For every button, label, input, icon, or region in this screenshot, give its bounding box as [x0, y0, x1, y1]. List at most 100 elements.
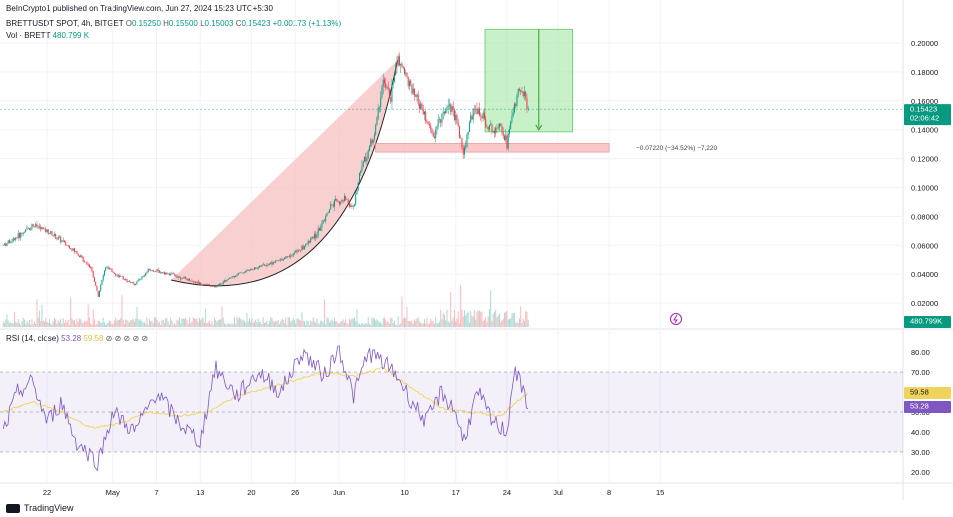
- candle-body: [336, 198, 338, 202]
- candle-body: [220, 283, 222, 286]
- volume-bar: [352, 318, 354, 327]
- time-tick-label: 17: [452, 488, 460, 497]
- candle-body: [400, 63, 402, 66]
- volume-bar: [477, 310, 479, 327]
- volume-bar: [423, 318, 425, 327]
- volume-bar: [515, 322, 517, 327]
- volume-bar: [187, 323, 189, 327]
- volume-bar: [253, 321, 255, 327]
- volume-bar: [198, 317, 200, 327]
- candle-body: [416, 94, 418, 97]
- volume-bar: [331, 319, 333, 327]
- candle-body: [280, 259, 282, 260]
- volume-bar: [232, 324, 234, 327]
- candle-body: [252, 269, 254, 271]
- volume-bar: [205, 308, 207, 327]
- volume-bar: [432, 321, 434, 327]
- volume-bar: [200, 320, 202, 327]
- volume-bar: [522, 318, 524, 327]
- candle-body: [176, 276, 178, 278]
- candle-body: [330, 204, 332, 210]
- volume-bar: [177, 320, 179, 327]
- candle-body: [20, 232, 22, 238]
- visibility-icons[interactable]: ⊘ ⊘ ⊘ ⊘ ⊘: [105, 334, 149, 343]
- candle-body: [196, 281, 198, 283]
- volume-bar: [40, 320, 42, 327]
- candle-body: [113, 272, 115, 275]
- volume-bar: [282, 319, 284, 327]
- candle-body: [185, 276, 187, 279]
- candle-body: [136, 281, 138, 284]
- volume-label[interactable]: Vol · BRETT: [6, 31, 51, 40]
- candle-body: [471, 115, 473, 120]
- volume-bar: [88, 317, 90, 327]
- volume-bar: [365, 322, 367, 327]
- candle-body: [268, 263, 270, 265]
- candle-body: [38, 226, 40, 228]
- volume-bar: [456, 318, 458, 327]
- volume-bar: [5, 319, 7, 327]
- volume-bar: [101, 322, 103, 327]
- candle-body: [241, 272, 243, 274]
- lightning-icon[interactable]: [670, 313, 682, 325]
- candle-body: [337, 201, 339, 203]
- volume-bar: [36, 299, 38, 327]
- candle-body: [102, 275, 104, 281]
- volume-bar: [247, 321, 249, 327]
- candle-body: [391, 84, 393, 102]
- volume-bar: [48, 319, 50, 327]
- candle-body: [107, 267, 109, 269]
- volume-bar: [392, 323, 394, 327]
- candle-body: [378, 106, 380, 108]
- candle-body: [161, 272, 163, 274]
- candle-body: [166, 272, 168, 274]
- candle-body: [260, 265, 262, 267]
- candle-body: [427, 122, 429, 125]
- volume-bar: [281, 318, 283, 327]
- volume-bar: [53, 317, 55, 327]
- volume-bar: [408, 320, 410, 327]
- candle-body: [355, 194, 357, 205]
- volume-bar: [500, 321, 502, 327]
- rsi-label[interactable]: RSI (14, close): [6, 334, 59, 343]
- volume-bar: [333, 317, 335, 327]
- price-axis[interactable]: 0.20000 0.18000 0.16000 0.14000 0.12000 0.100…: [911, 39, 938, 308]
- candle-body: [426, 121, 428, 123]
- candle-body: [300, 250, 302, 251]
- candle-body: [221, 283, 223, 285]
- volume-bar: [510, 318, 512, 327]
- candle-body: [21, 232, 23, 234]
- volume-bar: [310, 320, 312, 327]
- tradingview-logo[interactable]: TradingView: [6, 503, 74, 513]
- candle-body: [232, 276, 234, 278]
- volume-bar: [227, 322, 229, 327]
- price-tick-label: 0.02000: [911, 299, 938, 308]
- volume-bar: [212, 324, 214, 327]
- volume-bar: [300, 320, 302, 327]
- candle-body: [521, 91, 523, 92]
- candle-body: [397, 56, 399, 66]
- candle-body: [485, 118, 487, 127]
- time-axis[interactable]: 22 May 7 13 20 26 Jun 10 17 24 Jul 8 15: [43, 488, 665, 497]
- volume-bar: [195, 319, 197, 327]
- volume-bar: [70, 297, 72, 327]
- volume-bar: [492, 314, 494, 327]
- candle-body: [325, 215, 327, 222]
- volume-bar: [325, 324, 327, 327]
- volume-bar: [340, 321, 342, 327]
- volume-bar: [118, 319, 120, 327]
- volume-bar: [128, 322, 130, 327]
- volume-bar: [116, 320, 118, 327]
- volume-bar: [317, 322, 319, 327]
- symbol-name[interactable]: BRETTUSDT SPOT, 4h, BITGET: [6, 19, 124, 28]
- candle-body: [33, 225, 35, 227]
- candle-body: [412, 88, 414, 94]
- candle-body: [233, 276, 235, 278]
- volume-bar: [405, 318, 407, 327]
- candle-body: [401, 63, 403, 67]
- candle-body: [462, 147, 464, 155]
- volume-bar: [47, 322, 49, 327]
- volume-bar: [425, 323, 427, 327]
- volume-bar: [427, 324, 429, 327]
